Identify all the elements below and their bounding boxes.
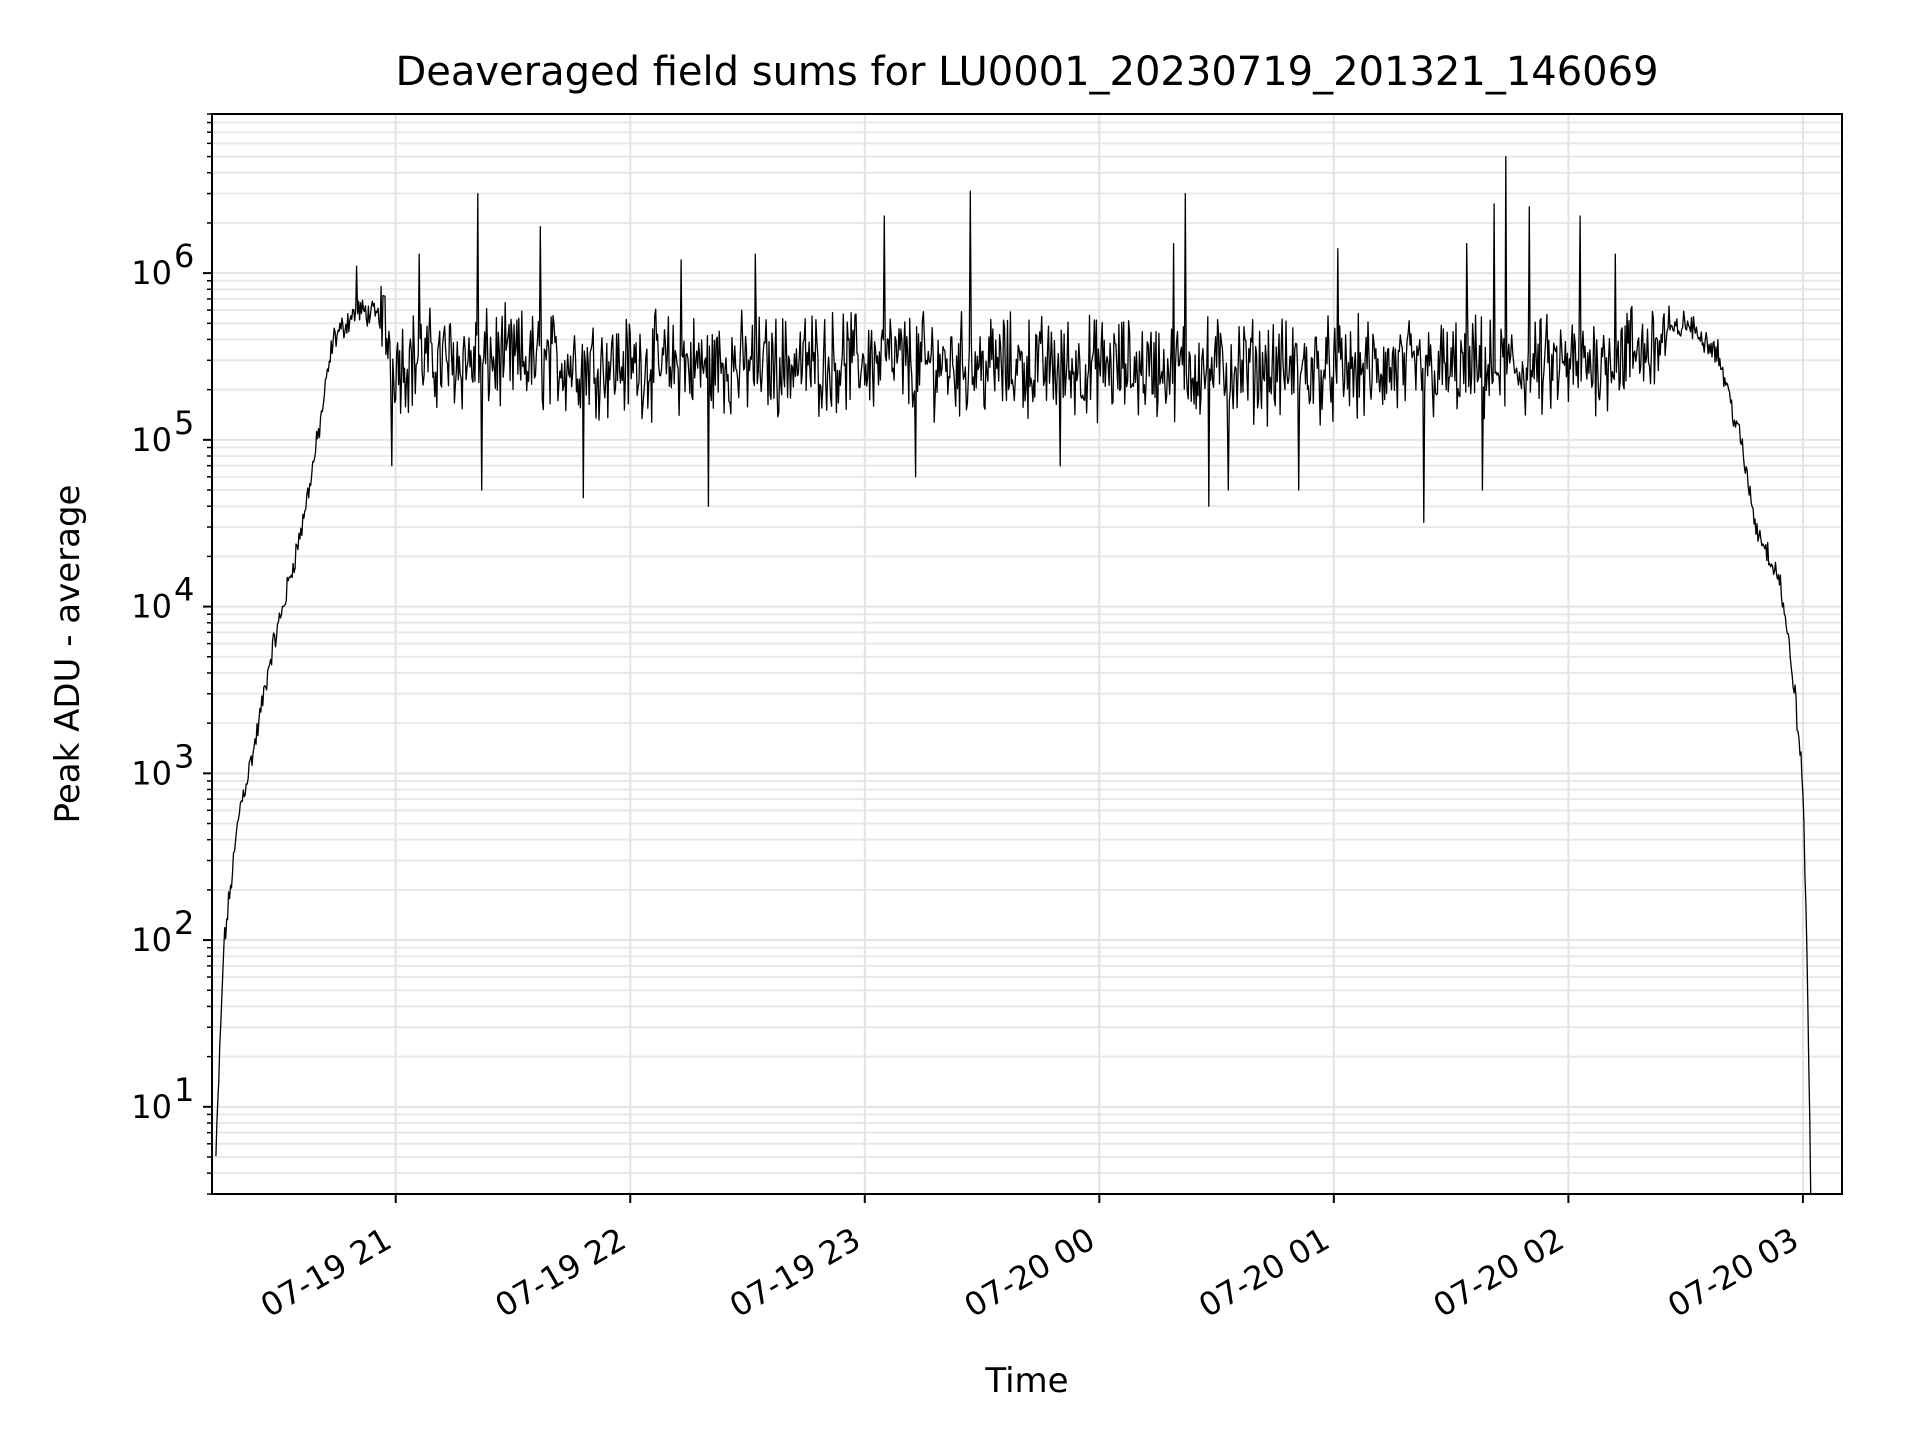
y-tick-exponent: 5 bbox=[174, 404, 194, 442]
y-tick-label: 10 bbox=[131, 754, 172, 792]
y-tick-exponent: 2 bbox=[174, 904, 194, 942]
y-tick-label: 10 bbox=[131, 588, 172, 626]
x-tick-label: 07-20 00 bbox=[958, 1220, 1102, 1325]
x-axis: 07-19 21 07-19 22 07-19 23 07-20 00 07-20 01… bbox=[254, 1194, 1805, 1325]
y-tick-exponent: 6 bbox=[174, 237, 194, 275]
chart-title: Deaveraged field sums for LU0001_2023071… bbox=[395, 49, 1658, 95]
x-axis-title: Time bbox=[984, 1361, 1068, 1401]
y-tick-exponent: 4 bbox=[174, 571, 194, 609]
y-tick-label: 10 bbox=[131, 421, 172, 459]
plot-frame bbox=[211, 113, 1843, 1195]
data-series-line bbox=[215, 155, 1812, 1194]
x-tick-label: 07-19 21 bbox=[254, 1220, 398, 1325]
y-axis-title: Peak ADU - average bbox=[48, 485, 88, 824]
x-tick-label: 07-19 23 bbox=[723, 1220, 867, 1325]
y-tick-label: 10 bbox=[131, 921, 172, 959]
x-tick-label: 07-19 22 bbox=[489, 1220, 633, 1325]
y-tick-label: 10 bbox=[131, 254, 172, 292]
x-tick-label: 07-20 03 bbox=[1661, 1220, 1805, 1325]
grid bbox=[212, 113, 1842, 1195]
data-layer bbox=[215, 155, 1812, 1194]
x-tick-label: 07-20 02 bbox=[1427, 1220, 1571, 1325]
y-tick-exponent: 1 bbox=[174, 1071, 194, 1109]
x-tick-label: 07-20 01 bbox=[1192, 1220, 1336, 1325]
y-tick-exponent: 3 bbox=[174, 737, 194, 775]
y-tick-label: 10 bbox=[131, 1088, 172, 1126]
